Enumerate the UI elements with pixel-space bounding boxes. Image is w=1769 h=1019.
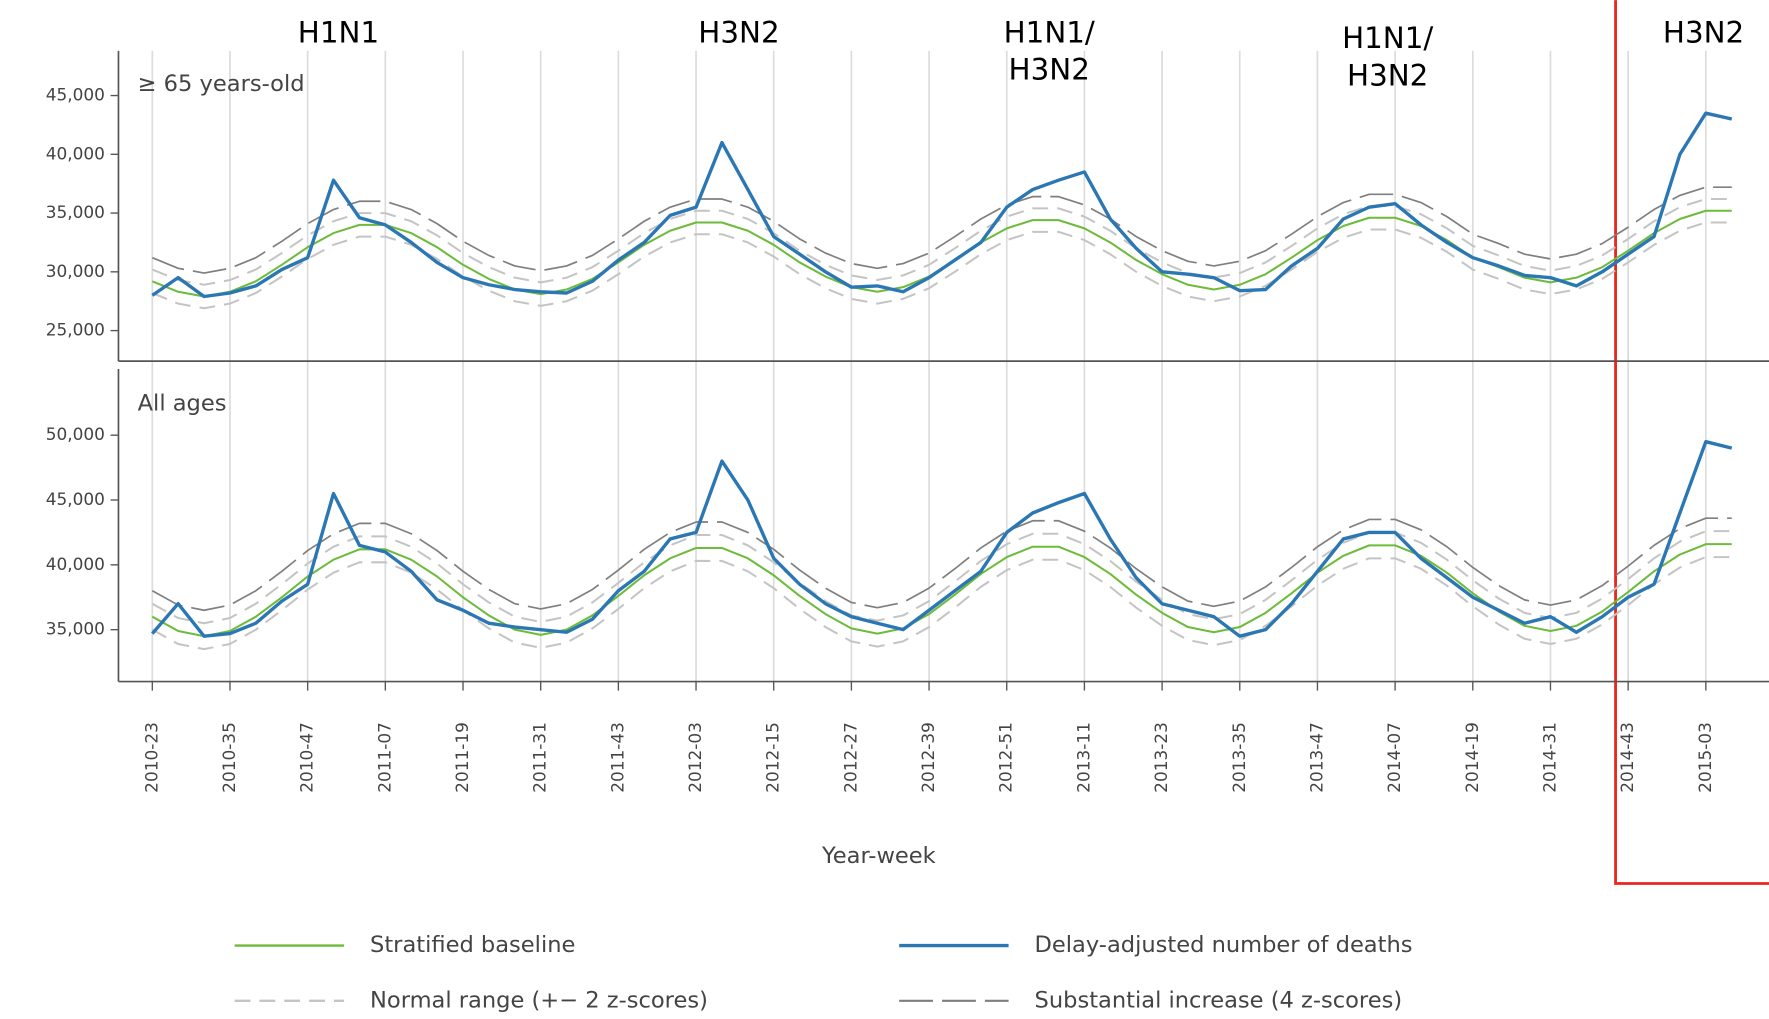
x-tick-label: 2012-51 [996, 722, 1016, 793]
y-tick-label: 40,000 [46, 554, 105, 574]
x-tick-label: 2013-23 [1151, 722, 1171, 793]
annotation: H1N1/ [1342, 21, 1433, 55]
x-tick-label: 2012-39 [918, 722, 938, 793]
y-tick-label: 45,000 [46, 85, 105, 105]
x-tick-label: 2014-31 [1539, 722, 1559, 793]
highlight-box [1614, 0, 1769, 885]
legend-label: Delay-adjusted number of deaths [1035, 932, 1413, 958]
y-tick-label: 35,000 [46, 619, 105, 639]
baseline-line [151, 543, 1732, 638]
x-tick-label: 2012-03 [685, 722, 705, 793]
substantial-increase-line [151, 517, 1732, 612]
observed-line [151, 440, 1733, 638]
observed-line [151, 111, 1733, 299]
normal-range-low [151, 556, 1732, 651]
x-tick-label: 2011-19 [452, 722, 472, 793]
annotation: H3N2 [1009, 53, 1090, 87]
x-tick-label: 2010-23 [141, 722, 161, 793]
x-tick-label: 2011-31 [530, 722, 550, 793]
y-tick-label: 40,000 [46, 143, 105, 163]
x-tick-label: 2014-19 [1462, 722, 1482, 793]
annotation: H3N2 [698, 15, 779, 49]
normal-range-high [151, 530, 1732, 625]
panel-label: All ages [138, 391, 227, 417]
x-tick-label: 2013-11 [1073, 722, 1093, 793]
normal-range-high [151, 198, 1732, 286]
x-tick-label: 2014-07 [1384, 722, 1404, 793]
x-tick-label: 2014-43 [1617, 722, 1637, 793]
y-tick-label: 45,000 [46, 489, 105, 509]
x-tick-label: 2010-47 [297, 722, 317, 793]
y-tick-label: 25,000 [46, 320, 105, 340]
substantial-increase-line [151, 186, 1732, 274]
annotation: H1N1 [298, 15, 379, 49]
annotation: H3N2 [1663, 15, 1744, 49]
legend-label: Normal range (+− 2 z-scores) [370, 987, 708, 1013]
x-tick-label: 2011-43 [607, 722, 627, 793]
x-tick-label: 2013-35 [1229, 722, 1249, 793]
x-tick-label: 2013-47 [1306, 722, 1326, 793]
annotation: H1N1/ [1004, 15, 1095, 49]
x-axis-label: Year-week [821, 843, 936, 869]
y-tick-label: 35,000 [46, 202, 105, 222]
legend-label: Substantial increase (4 z-scores) [1035, 987, 1403, 1013]
x-tick-label: 2012-15 [763, 722, 783, 793]
x-tick-label: 2011-07 [374, 722, 394, 793]
y-tick-label: 50,000 [46, 424, 105, 444]
y-tick-label: 30,000 [46, 261, 105, 281]
x-tick-label: 2015-03 [1695, 722, 1715, 793]
x-tick-label: 2012-27 [840, 722, 860, 793]
panel-label: ≥ 65 years-old [138, 71, 305, 97]
x-tick-label: 2010-35 [219, 722, 239, 793]
annotation: H3N2 [1347, 58, 1428, 92]
legend-label: Stratified baseline [370, 932, 575, 958]
